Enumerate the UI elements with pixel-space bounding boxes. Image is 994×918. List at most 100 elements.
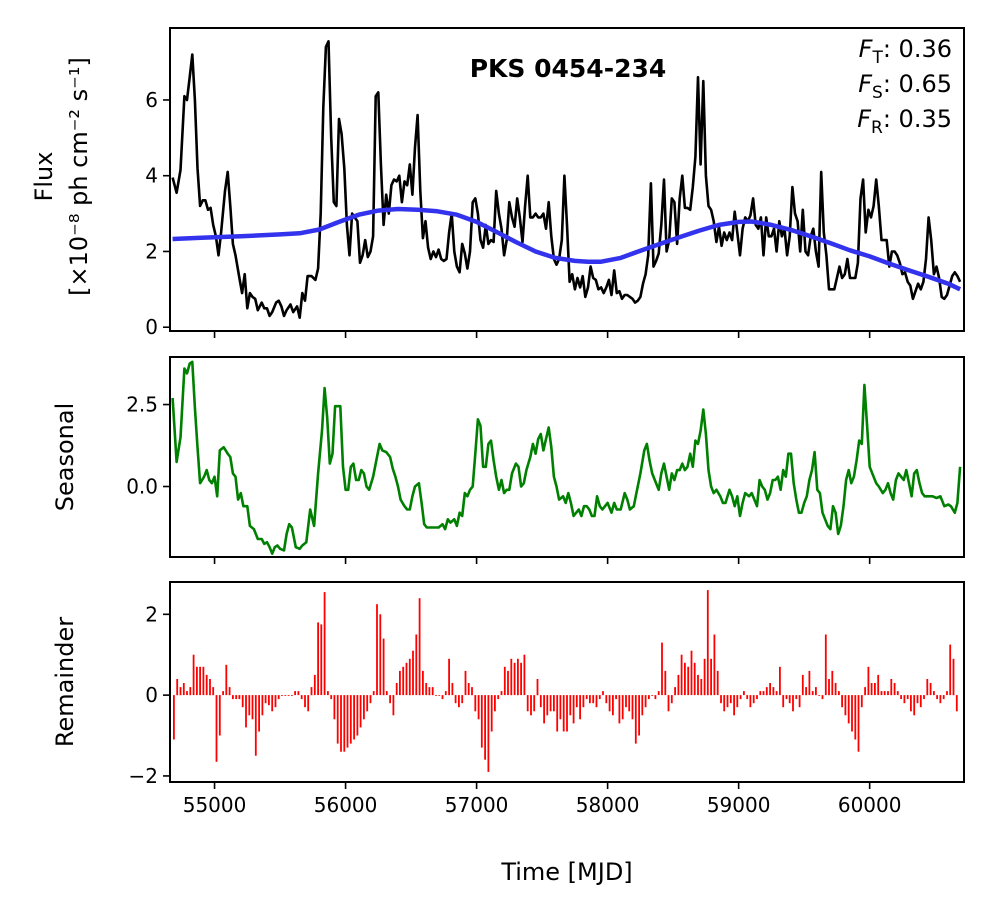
- remainder-bar: [264, 695, 267, 704]
- remainder-bar: [821, 695, 824, 700]
- remainder-bar: [461, 695, 464, 704]
- remainder-bar: [477, 695, 480, 720]
- remainder-bar: [484, 695, 486, 760]
- remainder-bar: [385, 691, 388, 696]
- trend-series-line: [172, 206, 962, 292]
- remainder-bar: [425, 683, 428, 696]
- remainder-bar: [418, 598, 421, 696]
- remainder-bar: [765, 687, 768, 696]
- remainder-bar: [530, 695, 532, 716]
- remainder-bar: [189, 687, 192, 696]
- remainder-bar: [238, 695, 241, 700]
- remainder-bar: [327, 691, 329, 696]
- remainder-bar: [664, 670, 667, 696]
- remainder-bar: [284, 695, 287, 696]
- remainder-bar: [533, 695, 536, 712]
- remainder-bar: [808, 670, 811, 696]
- flux-ytick-label: 0: [145, 315, 158, 339]
- remainder-bar: [513, 662, 516, 696]
- remainder-bar: [824, 634, 827, 696]
- remainder-bar: [503, 666, 506, 696]
- annotation-subscript: R: [871, 118, 883, 138]
- remainder-bar: [870, 683, 873, 696]
- remainder-bar: [851, 695, 853, 732]
- annotation-subscript: T: [871, 48, 883, 68]
- remainder-bar: [772, 687, 775, 696]
- remainder-bar: [487, 695, 490, 772]
- remainder-bar: [706, 590, 709, 696]
- seasonal-series-line: [171, 360, 962, 555]
- remainder-bar: [209, 679, 211, 696]
- remainder-bar: [949, 644, 952, 696]
- remainder-frame: [169, 581, 965, 783]
- remainder-bar: [215, 695, 218, 762]
- seasonal-ytick-label: 2.5: [126, 393, 158, 417]
- remainder-bar: [602, 691, 604, 696]
- remainder-bar: [497, 695, 500, 700]
- remainder-bar: [775, 691, 778, 696]
- remainder-bar: [222, 691, 224, 696]
- remainder-bar: [877, 674, 880, 696]
- remainder-bar: [618, 695, 621, 724]
- y-axis-label-seasonal: Seasonal: [51, 403, 79, 511]
- remainder-bar: [251, 695, 254, 720]
- remainder-bar: [788, 695, 791, 704]
- remainder-bar: [369, 695, 372, 704]
- remainder-bar: [471, 687, 473, 696]
- remainder-bar: [507, 670, 509, 696]
- remainder-bar: [553, 695, 555, 712]
- xtick-label: 60000: [838, 793, 902, 817]
- remainder-bar: [641, 695, 644, 716]
- remainder-bar: [412, 650, 414, 696]
- remainder-bar: [687, 666, 690, 696]
- remainder-bar: [703, 658, 706, 696]
- remainder-bar: [575, 695, 578, 708]
- remainder-bar: [733, 695, 735, 716]
- remainder-bar: [841, 695, 843, 708]
- remainder-bar: [736, 695, 739, 708]
- remainder-bar: [815, 687, 817, 696]
- remainder-bar: [913, 695, 916, 716]
- remainder-bar: [933, 691, 935, 696]
- remainder-bar: [589, 695, 591, 704]
- remainder-bar: [946, 691, 948, 696]
- remainder-plot-area: [173, 590, 958, 772]
- annotation-symbol: F: [859, 35, 874, 63]
- annotation-value: : 0.35: [883, 105, 952, 133]
- remainder-bar: [857, 695, 860, 752]
- remainder-bar: [336, 695, 339, 744]
- remainder-bar: [598, 695, 601, 700]
- remainder-bar: [526, 695, 529, 712]
- remainder-bar: [831, 670, 834, 696]
- remainder-bar: [392, 695, 395, 716]
- annotation-S: FS: 0.65: [858, 70, 952, 103]
- remainder-bar: [382, 638, 385, 696]
- remainder-bar: [402, 666, 405, 696]
- remainder-bar: [313, 674, 316, 696]
- annotation-R: FR: 0.35: [857, 105, 952, 138]
- remainder-bar: [268, 695, 270, 706]
- remainder-bar: [634, 695, 637, 744]
- annotation-subscript: S: [872, 83, 883, 103]
- remainder-bar: [196, 666, 198, 696]
- xtick-label: 57000: [445, 793, 509, 817]
- remainder-bar: [297, 691, 300, 696]
- seasonal-frame: [169, 356, 965, 558]
- remainder-bar: [726, 695, 729, 708]
- panel-seasonal: 0.0 2.5 Seasonal: [51, 356, 965, 564]
- remainder-bar: [281, 695, 283, 696]
- remainder-bar: [399, 670, 401, 696]
- remainder-bar: [454, 695, 457, 704]
- remainder-bar: [916, 695, 919, 704]
- remainder-bar: [585, 695, 588, 700]
- remainder-bar: [942, 695, 945, 700]
- remainder-bar: [343, 695, 346, 752]
- remainder-bar: [697, 674, 699, 696]
- remainder-bar: [874, 683, 876, 696]
- remainder-bar: [798, 695, 801, 708]
- remainder-bar: [605, 695, 608, 704]
- y-axis-label-remainder: Remainder: [51, 617, 79, 747]
- remainder-bar: [955, 695, 958, 712]
- remainder-bar: [782, 695, 785, 708]
- remainder-bar: [205, 674, 208, 696]
